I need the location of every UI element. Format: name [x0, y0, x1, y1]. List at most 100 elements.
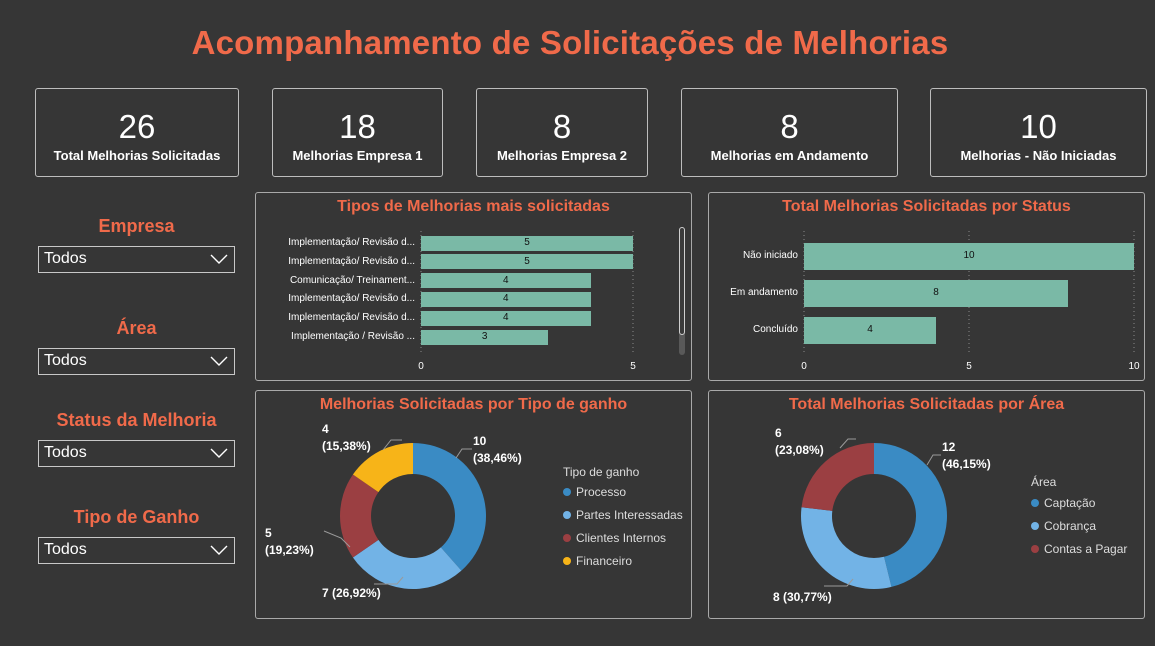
kpi-card-nao-iniciadas[interactable]: 10 Melhorias - Não Iniciadas — [930, 88, 1147, 177]
x-tick-label: 5 — [966, 361, 972, 372]
dropdown-value: Todos — [44, 444, 87, 461]
data-label-value: 4 — [322, 422, 329, 436]
legend-item[interactable]: Clientes Internos — [563, 531, 666, 545]
bar[interactable] — [421, 235, 633, 251]
data-label-percent: (15,38%) — [322, 439, 371, 453]
chevron-down-icon — [210, 254, 228, 264]
legend-item[interactable]: Cobrança — [1031, 519, 1096, 533]
data-label-percent: (23,08%) — [775, 443, 824, 457]
bar[interactable] — [421, 273, 591, 289]
data-label: 4 — [503, 274, 509, 286]
leader-line — [839, 438, 856, 449]
data-label-value: 12 — [942, 440, 956, 454]
category-label: Implementação/ Revisão d... — [288, 237, 415, 248]
legend-item[interactable]: Financeiro — [563, 554, 632, 568]
tipo-ganho-dropdown[interactable]: Todos — [38, 537, 235, 564]
donut-slice[interactable] — [352, 539, 462, 589]
chart-title: Total Melhorias Solicitadas por Área — [788, 396, 1065, 413]
data-label: 12 (46,15%) — [942, 439, 991, 473]
donut-chart-svg — [323, 439, 486, 589]
kpi-card-andamento[interactable]: 8 Melhorias em Andamento — [681, 88, 898, 177]
legend-label: Partes Interessadas — [576, 508, 683, 522]
data-label: 4 (15,38%) — [322, 421, 371, 455]
empresa-dropdown[interactable]: Todos — [38, 246, 235, 273]
page-title: Acompanhamento de Solicitações de Melhor… — [191, 24, 949, 61]
data-label: 8 — [933, 287, 939, 298]
kpi-label: Melhorias Empresa 1 — [292, 148, 423, 163]
data-label: 7 (26,92%) — [322, 585, 381, 602]
category-label: Implementação / Revisão ... — [291, 331, 415, 342]
leader-line — [824, 578, 854, 587]
data-label-percent: (38,46%) — [473, 451, 522, 465]
scrollbar-thumb[interactable] — [679, 227, 685, 335]
donut-slice[interactable] — [413, 443, 486, 571]
status-dropdown[interactable]: Todos — [38, 440, 235, 467]
bar[interactable] — [421, 310, 591, 326]
data-label: 4 — [503, 312, 509, 324]
kpi-value: 8 — [780, 108, 799, 145]
legend-label: Financeiro — [576, 554, 633, 568]
legend-item[interactable]: Captação — [1031, 496, 1095, 510]
leader-line — [374, 576, 404, 585]
bar[interactable] — [421, 254, 633, 270]
data-label: 10 (38,46%) — [473, 433, 522, 467]
chevron-down-icon — [210, 448, 228, 458]
legend-item[interactable]: Partes Interessadas — [563, 508, 683, 522]
data-label-percent: (46,15%) — [942, 457, 991, 471]
chart-title: Melhorias Solicitadas por Tipo de ganho — [319, 396, 628, 413]
slicer-title-tipo-ganho: Tipo de Ganho — [73, 507, 200, 527]
leader-line — [382, 439, 402, 451]
bar[interactable] — [421, 329, 549, 345]
legend-item[interactable]: Processo — [563, 485, 626, 499]
donut-slice[interactable] — [801, 443, 874, 511]
legend-label: Captação — [1044, 496, 1096, 510]
kpi-value: 18 — [339, 108, 376, 145]
chart-title: Tipos de Melhorias mais solicitadas — [337, 198, 610, 215]
category-label: Comunicação/ Treinament... — [289, 274, 415, 286]
donut-chart-svg — [801, 438, 947, 589]
data-label: 5 (19,23%) — [265, 525, 314, 559]
kpi-card-empresa-2[interactable]: 8 Melhorias Empresa 2 — [476, 88, 648, 177]
area-donut-chart[interactable]: Total Melhorias Solicitadas por Área Áre… — [708, 390, 1145, 619]
tipos-melhorias-chart[interactable]: Tipos de Melhorias mais solicitadas Impl… — [255, 192, 692, 381]
chevron-down-icon — [210, 545, 228, 555]
donut-slice[interactable] — [340, 474, 379, 558]
legend-title: Tipo de ganho — [563, 465, 640, 479]
dropdown-value: Todos — [44, 250, 87, 267]
kpi-label: Melhorias em Andamento — [710, 148, 869, 163]
bar[interactable] — [804, 242, 1134, 270]
bar[interactable] — [804, 279, 1068, 307]
data-label: 6 (23,08%) — [775, 425, 824, 459]
leader-line — [323, 530, 351, 548]
leader-line — [926, 454, 941, 466]
bar[interactable] — [421, 291, 591, 307]
area-dropdown[interactable]: Todos — [38, 348, 235, 375]
data-label-value: 5 — [265, 526, 272, 540]
legend-marker — [563, 534, 571, 542]
bar[interactable] — [804, 316, 936, 344]
category-label: Implementação/ Revisão d... — [288, 312, 415, 324]
legend-marker — [563, 488, 571, 496]
category-label: Não iniciado — [742, 250, 798, 261]
data-label-value: 6 — [775, 426, 782, 440]
scrollbar[interactable] — [679, 227, 685, 355]
legend-label: Clientes Internos — [576, 531, 667, 545]
kpi-card-total[interactable]: 26 Total Melhorias Solicitadas — [35, 88, 239, 177]
kpi-value: 10 — [1020, 108, 1057, 145]
data-label-percent: (19,23%) — [265, 543, 314, 557]
donut-slice[interactable] — [801, 507, 892, 589]
donut-slice[interactable] — [874, 443, 947, 587]
legend-item[interactable]: Contas a Pagar — [1031, 542, 1127, 556]
status-chart[interactable]: Total Melhorias Solicitadas por Status N… — [708, 192, 1145, 381]
legend-marker — [563, 511, 571, 519]
slicer-title-area: Área — [116, 318, 157, 338]
data-label: 4 — [503, 293, 509, 305]
leader-line — [455, 448, 472, 459]
legend-label: Processo — [576, 485, 627, 499]
donut-slice[interactable] — [352, 443, 413, 493]
data-label: 10 — [963, 250, 975, 261]
tipo-ganho-donut-chart[interactable]: Melhorias Solicitadas por Tipo de ganho … — [255, 390, 692, 619]
legend-label: Cobrança — [1044, 519, 1097, 533]
legend-title: Área — [1031, 475, 1057, 489]
kpi-card-empresa-1[interactable]: 18 Melhorias Empresa 1 — [272, 88, 443, 177]
